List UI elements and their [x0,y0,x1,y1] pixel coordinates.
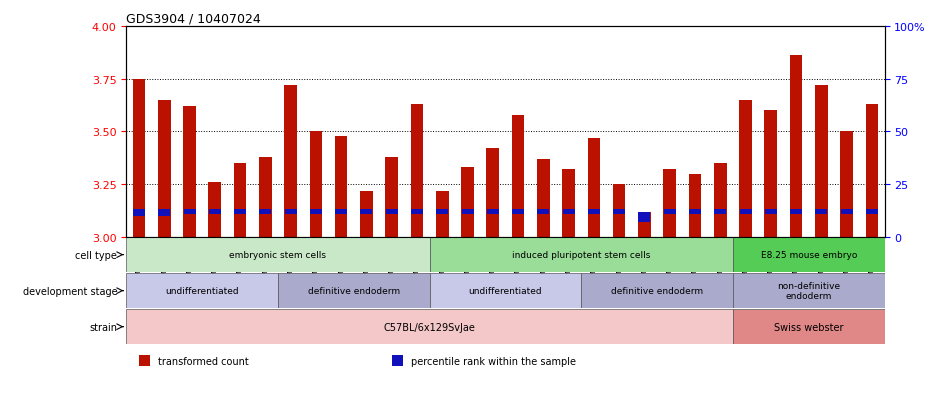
Text: development stage: development stage [22,286,117,296]
Text: undifferentiated: undifferentiated [166,287,239,295]
Bar [613,185,625,237]
Bar [461,168,474,237]
Bar [841,132,853,237]
Bar [841,209,853,214]
Bar [430,273,581,309]
Bar [487,149,499,237]
Bar [815,86,827,237]
Text: E8.25 mouse embryo: E8.25 mouse embryo [761,251,856,259]
Bar [537,159,549,237]
Bar [133,209,145,216]
Text: C57BL/6x129SvJae: C57BL/6x129SvJae [384,322,475,332]
Bar [209,209,221,214]
Bar [563,209,575,214]
Bar [664,170,676,237]
Text: non-definitive
endoderm: non-definitive endoderm [777,281,841,301]
Text: cell type: cell type [76,250,117,260]
Bar [183,107,196,237]
Bar [638,212,651,237]
Bar [411,209,423,214]
Text: embryonic stem cells: embryonic stem cells [229,251,327,259]
Bar [733,237,885,273]
Bar [714,209,726,214]
Text: undifferentiated: undifferentiated [469,287,542,295]
Text: percentile rank within the sample: percentile rank within the sample [411,356,576,366]
Text: Swiss webster: Swiss webster [774,322,843,332]
Bar [866,105,878,237]
Bar [392,355,403,366]
Bar [739,101,752,237]
Bar [581,273,733,309]
Bar [158,209,170,216]
Bar [588,209,600,214]
Bar [790,56,802,237]
Bar [411,105,423,237]
Bar [714,164,726,237]
Text: definitive endoderm: definitive endoderm [308,287,400,295]
Text: strain: strain [89,322,117,332]
Bar [386,209,398,214]
Text: induced pluripotent stem cells: induced pluripotent stem cells [512,251,651,259]
Bar [664,209,676,214]
Bar [487,209,499,214]
Bar [733,273,885,309]
Bar [386,157,398,237]
Bar [310,209,322,214]
Bar [563,170,575,237]
Bar [285,209,297,214]
Bar [133,79,145,237]
Bar [278,273,430,309]
Bar [335,136,347,237]
Bar [360,209,373,214]
Bar [866,209,878,214]
Bar [360,191,373,237]
Bar [815,209,827,214]
Bar [126,309,733,344]
Bar [310,132,322,237]
Bar [126,237,430,273]
Text: transformed count: transformed count [158,356,249,366]
Bar [537,209,549,214]
Bar [126,237,885,343]
Bar [126,273,278,309]
Bar [139,355,151,366]
Bar [436,209,448,214]
Bar [335,209,347,214]
Bar [209,183,221,237]
Text: definitive endoderm: definitive endoderm [611,287,703,295]
Bar [689,209,701,214]
Bar [285,86,297,237]
Bar [259,209,271,214]
Bar [739,209,752,214]
Bar [430,237,733,273]
Bar [765,209,777,214]
Bar [512,115,524,237]
Bar [234,164,246,237]
Bar [689,174,701,237]
Bar [588,138,600,237]
Bar [613,209,625,214]
Bar [733,309,885,344]
Bar [765,111,777,237]
Bar [461,209,474,214]
Bar [790,209,802,214]
Bar [183,209,196,214]
Bar [512,209,524,214]
Bar [234,209,246,214]
Bar [259,157,271,237]
Bar [638,212,651,223]
Text: GDS3904 / 10407024: GDS3904 / 10407024 [126,13,261,26]
Bar [158,101,170,237]
Bar [436,191,448,237]
